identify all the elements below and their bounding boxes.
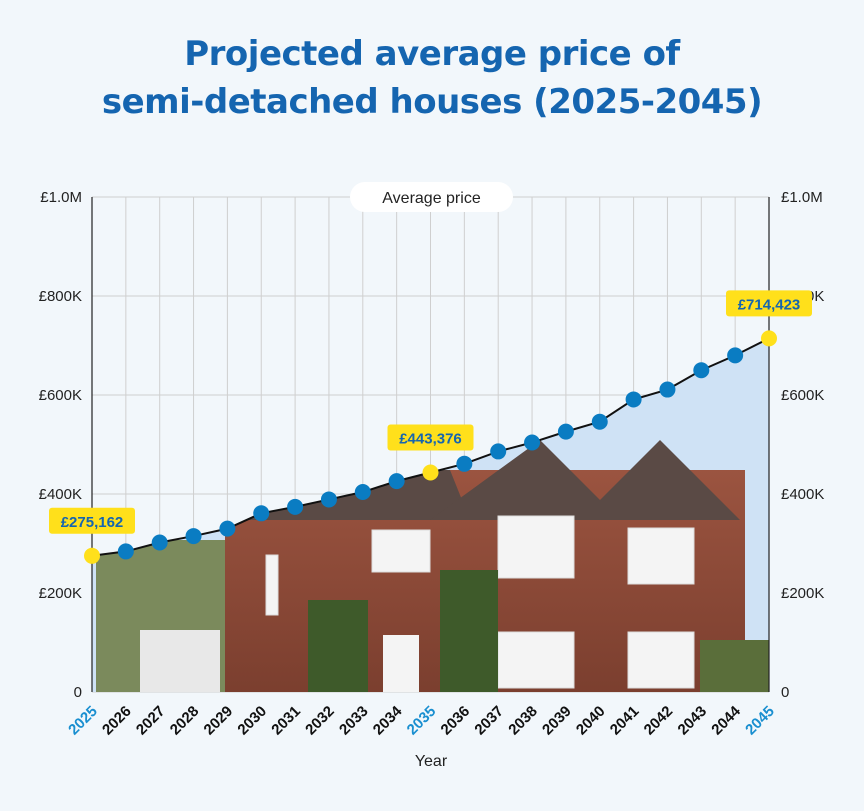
x-tick-label: 2045: [742, 703, 778, 739]
x-tick-label: 2034: [370, 702, 406, 738]
x-tick-label: 2043: [675, 703, 711, 739]
photo-shrub: [700, 640, 769, 692]
data-point-2044: [727, 347, 744, 364]
x-tick-label: 2031: [268, 703, 304, 739]
data-point-2033: [354, 484, 371, 501]
y-tick-label-left: £400K: [39, 486, 82, 503]
y-tick-label-right: 0: [781, 684, 789, 701]
highlight-label-text: £714,423: [738, 296, 801, 313]
y-tick-label-left: £200K: [39, 585, 82, 602]
data-point-2040: [591, 413, 608, 430]
x-tick-label: 2040: [573, 703, 609, 739]
highlight-label-box: [49, 507, 135, 534]
y-tick-label-right: £1.0M: [781, 189, 823, 206]
photo-door: [383, 635, 419, 692]
chart-title-line-2: semi-detached houses (2025-2045): [101, 82, 763, 122]
x-tick-label: 2033: [336, 703, 372, 739]
x-tick-label: 2032: [302, 703, 338, 739]
data-point-2028: [185, 528, 202, 545]
chart-title: Projected average price of semi-detached…: [0, 30, 864, 126]
photo-garage: [140, 630, 220, 692]
y-tick-label-right: £400K: [781, 486, 824, 503]
photo-window: [371, 529, 431, 573]
y-tick-label-right: £600K: [781, 387, 824, 404]
highlight-label-text: £275,162: [61, 514, 124, 531]
data-point-2029: [219, 520, 236, 537]
x-tick-label: 2035: [404, 703, 440, 739]
data-point-2030: [253, 505, 270, 522]
data-point-2031: [287, 498, 304, 515]
photo-roof-right: [430, 440, 740, 520]
highlight-label-text: £443,376: [399, 431, 462, 448]
legend-label: Average price: [382, 190, 481, 207]
data-point-2043: [693, 362, 710, 379]
y-tick-label-left: 0: [74, 684, 82, 701]
data-point-2025: [84, 547, 100, 564]
photo-hedge-left: [308, 600, 368, 692]
x-tick-label: 2027: [133, 703, 169, 739]
y-tick-label-left: £800K: [39, 288, 82, 305]
data-point-2032: [320, 491, 337, 508]
y-tick-label-left: £1.0M: [40, 189, 82, 206]
data-point-2045: [761, 330, 777, 347]
x-tick-label: 2041: [607, 703, 643, 739]
data-point-2026: [117, 543, 134, 560]
x-tick-label: 2042: [641, 703, 677, 739]
x-tick-label: 2044: [708, 702, 744, 738]
data-point-2042: [659, 381, 676, 398]
data-point-2027: [151, 534, 168, 551]
x-tick-label: 2025: [65, 703, 101, 739]
x-tick-label: 2028: [167, 703, 203, 739]
x-axis-label: Year: [415, 753, 448, 770]
data-point-2037: [490, 443, 507, 460]
x-tick-label: 2036: [438, 703, 474, 739]
photo-window: [265, 554, 279, 616]
x-tick-label: 2026: [99, 703, 135, 739]
x-tick-label: 2029: [201, 703, 237, 739]
photo-hedge-right: [440, 570, 498, 692]
x-tick-label: 2039: [539, 703, 575, 739]
chart-title-line-1: Projected average price of: [184, 34, 680, 74]
photo-window: [627, 631, 695, 689]
x-tick-label: 2030: [234, 703, 270, 739]
highlight-labels: £275,162 £443,376 £714,423: [49, 290, 812, 534]
chart-legend: Average price: [350, 182, 513, 212]
data-point-2041: [625, 391, 642, 408]
photo-window: [497, 515, 575, 579]
legend-box: [350, 182, 513, 212]
highlight-label-box: [387, 424, 474, 451]
photo-window: [497, 631, 575, 689]
data-point-2034: [388, 473, 405, 490]
y-tick-label-right: £200K: [781, 585, 824, 602]
data-point-2036: [456, 455, 473, 472]
photo-window: [627, 527, 695, 585]
series-points: [84, 330, 777, 564]
data-point-2035: [422, 464, 439, 481]
y-tick-label-left: £600K: [39, 387, 82, 404]
x-tick-label: 2038: [505, 703, 541, 739]
data-point-2038: [524, 434, 541, 451]
data-point-2039: [557, 423, 574, 440]
highlight-label-box: [726, 290, 812, 317]
x-tick-label: 2037: [471, 703, 507, 739]
